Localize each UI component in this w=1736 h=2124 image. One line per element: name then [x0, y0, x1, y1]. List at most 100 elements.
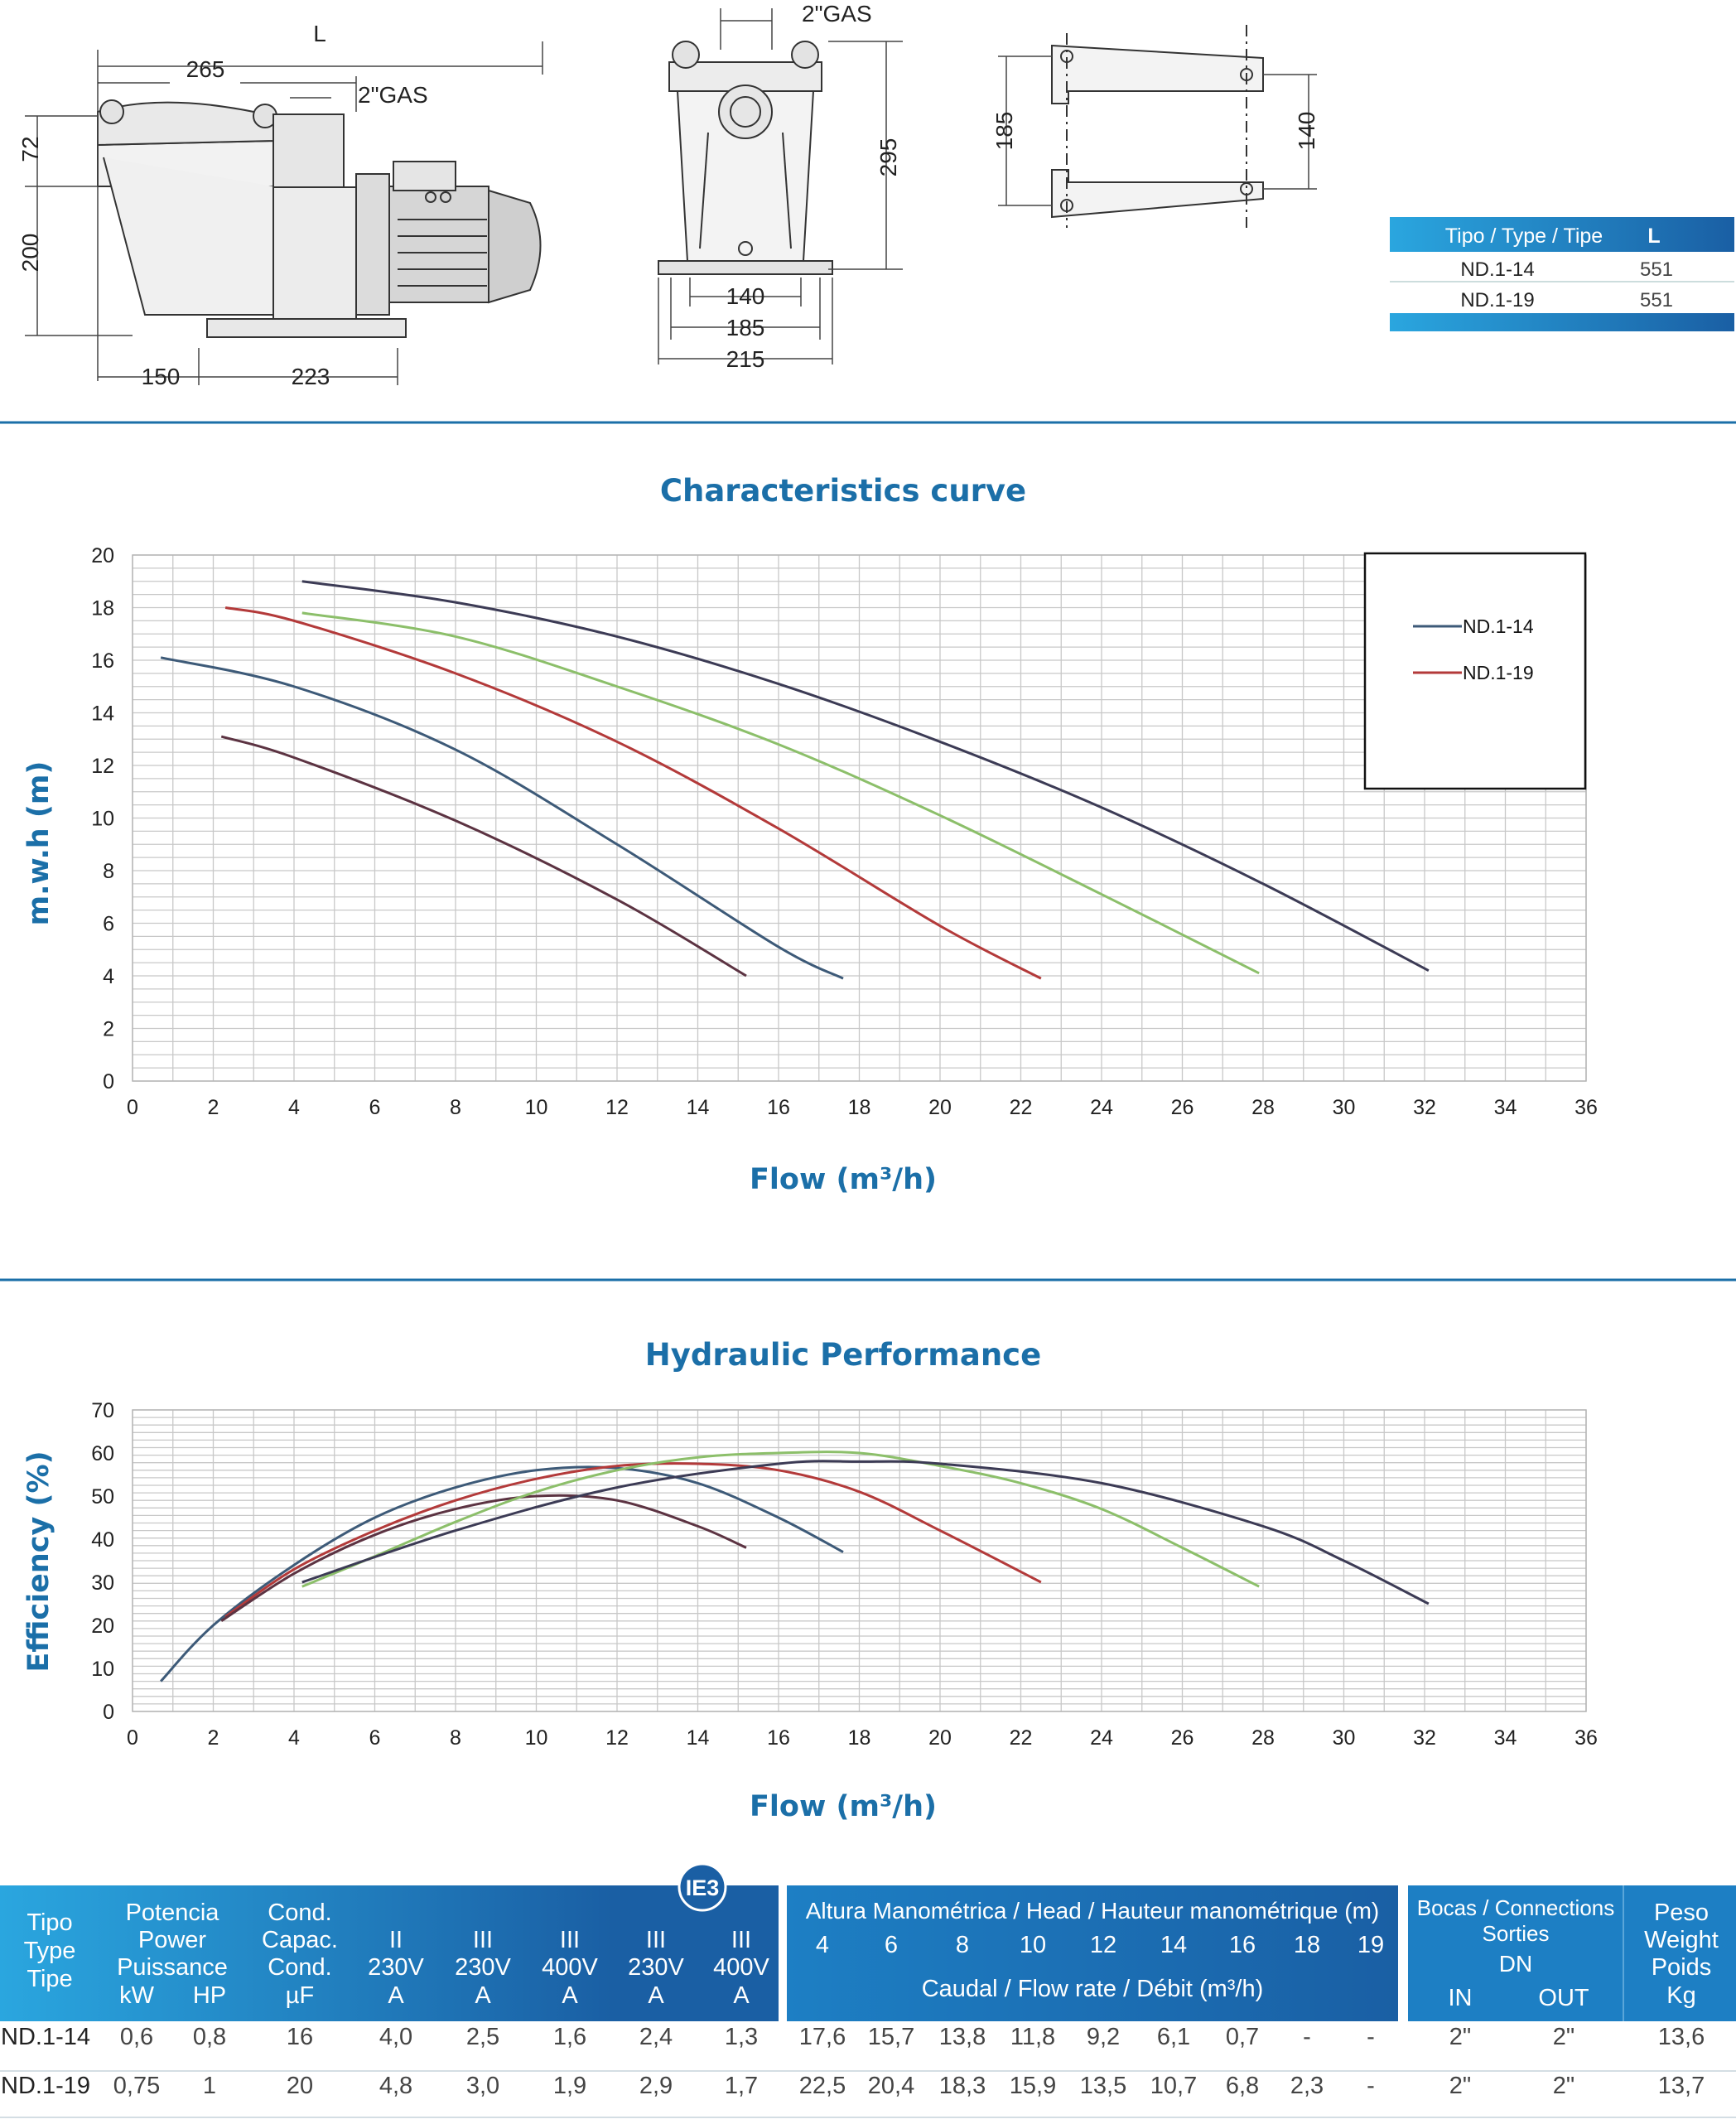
x-tick-label: 14	[687, 1726, 710, 1750]
chart1-title: Characteristics curve	[660, 473, 1026, 509]
type-table-header-type: Tipo / Type / Tipe	[1445, 224, 1603, 248]
x-tick-label: 12	[605, 1726, 629, 1750]
x-tick-label: 2	[208, 1726, 219, 1750]
x-tick-label: 0	[127, 1726, 138, 1750]
dim-72: 72	[17, 136, 43, 162]
spec-cell: -	[1367, 2024, 1375, 2050]
head-values-row: 4 6 8 10 12 14 16 18 19	[816, 1932, 1384, 1958]
x-tick-label: 26	[1171, 1096, 1194, 1119]
x-tick-label: 20	[928, 1096, 952, 1119]
y-tick-label: 60	[91, 1442, 114, 1465]
y-tick-label: 4	[103, 965, 114, 988]
x-tick-label: 30	[1333, 1726, 1356, 1750]
dim-140-front: 140	[726, 283, 765, 309]
head-value-label: 10	[1020, 1932, 1046, 1958]
dim-150: 150	[142, 364, 181, 389]
x-tick-label: 30	[1333, 1096, 1356, 1119]
hdr-ie3b-volt: 400V	[713, 1954, 769, 1981]
x-tick-label: 28	[1251, 1726, 1275, 1750]
y-tick-label: 30	[91, 1571, 114, 1595]
dim-265: 265	[186, 56, 225, 82]
x-tick-label: 6	[369, 1096, 381, 1119]
spec-cell: 1,3	[725, 2024, 758, 2050]
dim-gas-front: 2"GAS	[802, 1, 872, 27]
spec-cell: 0,75	[113, 2073, 160, 2099]
x-tick-label: 34	[1494, 1096, 1517, 1119]
spec-cell: 0,6	[120, 2024, 153, 2050]
x-tick-label: 36	[1574, 1726, 1598, 1750]
hdr-amp3-volt: 400V	[542, 1954, 598, 1981]
hdr-peso-3: Poids	[1652, 1954, 1712, 1981]
x-tick-label: 22	[1010, 1726, 1033, 1750]
chart2-title: Hydraulic Performance	[645, 1337, 1041, 1373]
hdr-ie3a-unit: A	[648, 1982, 664, 2009]
spec-cell: 2,4	[639, 2024, 673, 2050]
x-tick-label: 32	[1413, 1096, 1436, 1119]
spec-cell: 2"	[1553, 2073, 1574, 2099]
y-tick-label: 8	[103, 860, 114, 883]
hdr-uf: µF	[286, 1982, 314, 2009]
spec-cell: 1	[203, 2073, 216, 2099]
x-tick-label: 14	[687, 1096, 710, 1119]
x-tick-label: 16	[767, 1096, 790, 1119]
y-tick-label: 14	[91, 702, 114, 726]
hdr-amp1-unit: A	[388, 1982, 404, 2009]
x-tick-label: 32	[1413, 1726, 1436, 1750]
dim-215-front: 215	[726, 346, 765, 372]
head-value-label: 6	[885, 1932, 898, 1958]
hdr-bocas-1: Bocas / Connections	[1417, 1895, 1614, 1920]
spec-cell: 2,5	[466, 2024, 499, 2050]
x-tick-label: 22	[1010, 1096, 1033, 1119]
y-tick-label: 18	[91, 597, 114, 620]
spec-cell: 1,9	[553, 2073, 586, 2099]
series-line-1	[160, 1465, 844, 1682]
hdr-cond-2: Capac.	[262, 1927, 338, 1953]
spec-cell: 13,8	[939, 2024, 986, 2050]
spec-cell: 0,7	[1226, 2024, 1259, 2050]
head-value-label: 16	[1229, 1932, 1256, 1958]
y-tick-label: 16	[91, 649, 114, 673]
chart1-legend	[1363, 552, 1587, 790]
chart2-ylabel: Efficiency (%)	[22, 1451, 55, 1672]
hdr-ie3b-unit: A	[733, 1982, 750, 2009]
base-view-dimension-lines	[998, 56, 1317, 206]
x-tick-label: 10	[525, 1726, 548, 1750]
series-line-2	[224, 1462, 1042, 1618]
characteristics-chart: 0 2 4 6 8 10 12 14 16 18 20 22 24 26 28 30 32 34 360246810…	[91, 544, 1598, 1119]
x-tick-label: 26	[1171, 1726, 1194, 1750]
spec-cell: 10,7	[1150, 2073, 1197, 2099]
front-view-drawing	[658, 41, 833, 275]
type-table	[1390, 217, 1734, 331]
type-table-row1-L: 551	[1640, 258, 1673, 281]
x-tick-label: 4	[288, 1726, 300, 1750]
type-table-header-L: L	[1647, 224, 1660, 248]
x-tick-label: 24	[1090, 1726, 1113, 1750]
x-tick-label: 6	[369, 1726, 381, 1750]
hdr-out: OUT	[1538, 1985, 1589, 2011]
side-view-drawing	[97, 99, 542, 338]
spec-cell: 15,7	[868, 2024, 914, 2050]
hdr-ie3a-phase: III	[646, 1927, 666, 1953]
head-value-label: 12	[1090, 1932, 1116, 1958]
chart1-ylabel: m.w.h (m)	[22, 761, 55, 926]
spec-cell: 3,0	[466, 2073, 499, 2099]
series-line-5	[301, 580, 1430, 972]
y-tick-label: 20	[91, 544, 114, 567]
hdr-amp2-volt: 230V	[455, 1954, 511, 1981]
x-tick-label: 18	[848, 1726, 871, 1750]
chart1-plot-frame	[132, 554, 1587, 1082]
spec-cell: 4,8	[379, 2073, 412, 2099]
spec-cell: 6,1	[1157, 2024, 1190, 2050]
hdr-potencia-2: Power	[138, 1927, 207, 1953]
ie3-badge-label: IE3	[686, 1875, 720, 1900]
spec-cell: 22,5	[799, 2073, 846, 2099]
x-tick-label: 12	[605, 1096, 629, 1119]
head-value-label: 4	[816, 1932, 829, 1958]
chart2-plot-frame	[132, 1409, 1587, 1712]
x-tick-label: 24	[1090, 1096, 1113, 1119]
dim-L: L	[313, 21, 326, 46]
spec-row-type: ND.1-19	[1, 2073, 90, 2099]
x-tick-label: 2	[208, 1096, 219, 1119]
head-value-label: 14	[1160, 1932, 1187, 1958]
